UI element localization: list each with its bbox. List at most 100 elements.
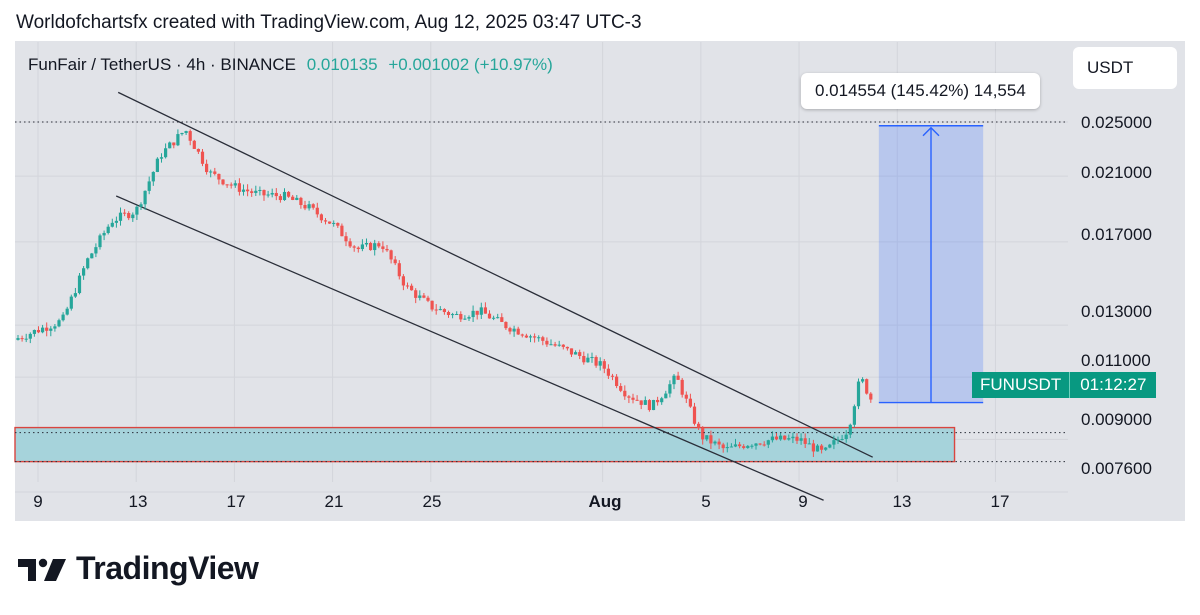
candle-body bbox=[631, 397, 635, 400]
currency-button[interactable]: USDT bbox=[1073, 47, 1177, 89]
candle-body bbox=[139, 204, 143, 207]
candle-body bbox=[323, 220, 328, 222]
candle-body bbox=[500, 317, 504, 322]
candle-up bbox=[856, 378, 861, 410]
candle-body bbox=[647, 400, 651, 411]
candle-body bbox=[705, 435, 709, 440]
candle-body bbox=[41, 327, 45, 333]
candle-up bbox=[664, 390, 668, 399]
price-tick: 0.011000 bbox=[1081, 351, 1151, 370]
candle-up bbox=[373, 239, 377, 256]
candle-body bbox=[303, 205, 307, 209]
candle-down bbox=[811, 439, 815, 457]
candle-body bbox=[467, 317, 471, 319]
candle-down bbox=[656, 396, 660, 406]
candle-up bbox=[131, 212, 135, 222]
candle-down bbox=[328, 221, 332, 224]
candle-body bbox=[688, 398, 692, 407]
candle-up bbox=[110, 218, 114, 228]
candle-down bbox=[541, 335, 545, 346]
candle-up bbox=[176, 129, 180, 147]
candle-up bbox=[61, 312, 65, 322]
candle-down bbox=[356, 246, 360, 253]
candle-down bbox=[369, 241, 373, 251]
candle-body bbox=[278, 196, 282, 201]
candle-down bbox=[303, 200, 307, 211]
candle-body bbox=[118, 212, 123, 221]
candle-down bbox=[504, 321, 508, 330]
candle-down bbox=[45, 322, 49, 337]
candle-up bbox=[496, 313, 500, 319]
candle-body bbox=[762, 444, 766, 446]
candle-body bbox=[373, 243, 377, 251]
candle-body bbox=[799, 438, 803, 441]
candle-up bbox=[114, 216, 118, 228]
candle-body bbox=[172, 142, 176, 146]
candle-body bbox=[832, 440, 836, 445]
candle-down bbox=[221, 179, 225, 186]
candle-up bbox=[766, 439, 770, 449]
candle-body bbox=[639, 400, 643, 405]
candle-body bbox=[352, 246, 356, 248]
candle-up bbox=[574, 350, 578, 355]
candle-body bbox=[188, 131, 192, 141]
candle-body bbox=[729, 446, 733, 448]
candle-body bbox=[684, 394, 688, 399]
candle-body bbox=[110, 222, 114, 227]
candle-up bbox=[492, 315, 496, 321]
candle-down bbox=[516, 326, 520, 335]
date-tick: 9 bbox=[33, 492, 43, 511]
date-tick: 17 bbox=[226, 492, 246, 511]
candle-body bbox=[774, 436, 779, 440]
candle-body bbox=[820, 445, 824, 450]
candle-body bbox=[856, 381, 861, 407]
tradingview-logo[interactable]: TradingView bbox=[18, 550, 259, 587]
candle-body bbox=[348, 241, 352, 247]
candle-down bbox=[200, 149, 205, 167]
candle-body bbox=[389, 250, 393, 260]
candle-down bbox=[475, 310, 479, 320]
candle-body bbox=[721, 444, 725, 449]
candle-up bbox=[209, 169, 213, 178]
candle-up bbox=[479, 302, 483, 320]
candle-body bbox=[20, 338, 24, 340]
candle-body bbox=[422, 295, 426, 298]
candle-body bbox=[783, 435, 787, 440]
candle-down bbox=[414, 288, 418, 304]
candle-body bbox=[246, 189, 250, 192]
candle-body bbox=[393, 259, 397, 264]
candle-body bbox=[660, 398, 664, 403]
ticker-name: FUNUSDT bbox=[980, 375, 1062, 394]
candle-body bbox=[438, 309, 442, 311]
candle-body bbox=[807, 443, 811, 445]
candle-body bbox=[401, 276, 405, 286]
symbol-legend[interactable]: FunFair / TetherUS · 4h · BINANCE 0.0101… bbox=[28, 55, 553, 75]
candle-up bbox=[266, 190, 270, 198]
candle-up bbox=[438, 306, 442, 311]
candle-body bbox=[738, 444, 742, 447]
candle-body bbox=[742, 446, 746, 448]
candle-down bbox=[594, 355, 598, 368]
candle-down bbox=[377, 241, 381, 249]
candle-body bbox=[606, 368, 610, 376]
candle-body bbox=[803, 438, 807, 444]
candle-body bbox=[643, 400, 647, 405]
candle-body bbox=[836, 439, 840, 441]
candle-body bbox=[697, 423, 701, 428]
candle-down bbox=[508, 326, 512, 335]
candle-body bbox=[397, 263, 401, 277]
candle-body bbox=[758, 443, 762, 445]
candle-body bbox=[779, 435, 783, 440]
candle-body bbox=[328, 221, 332, 224]
candle-up bbox=[557, 340, 561, 347]
candle-body bbox=[824, 447, 828, 450]
reference-lines bbox=[15, 121, 1068, 463]
candle-body bbox=[143, 190, 147, 205]
candle-body bbox=[565, 346, 569, 349]
candle-down bbox=[410, 283, 414, 291]
candle-body bbox=[28, 333, 32, 339]
candle-body bbox=[221, 179, 225, 185]
candle-body bbox=[852, 406, 856, 425]
candle-down bbox=[610, 373, 615, 381]
